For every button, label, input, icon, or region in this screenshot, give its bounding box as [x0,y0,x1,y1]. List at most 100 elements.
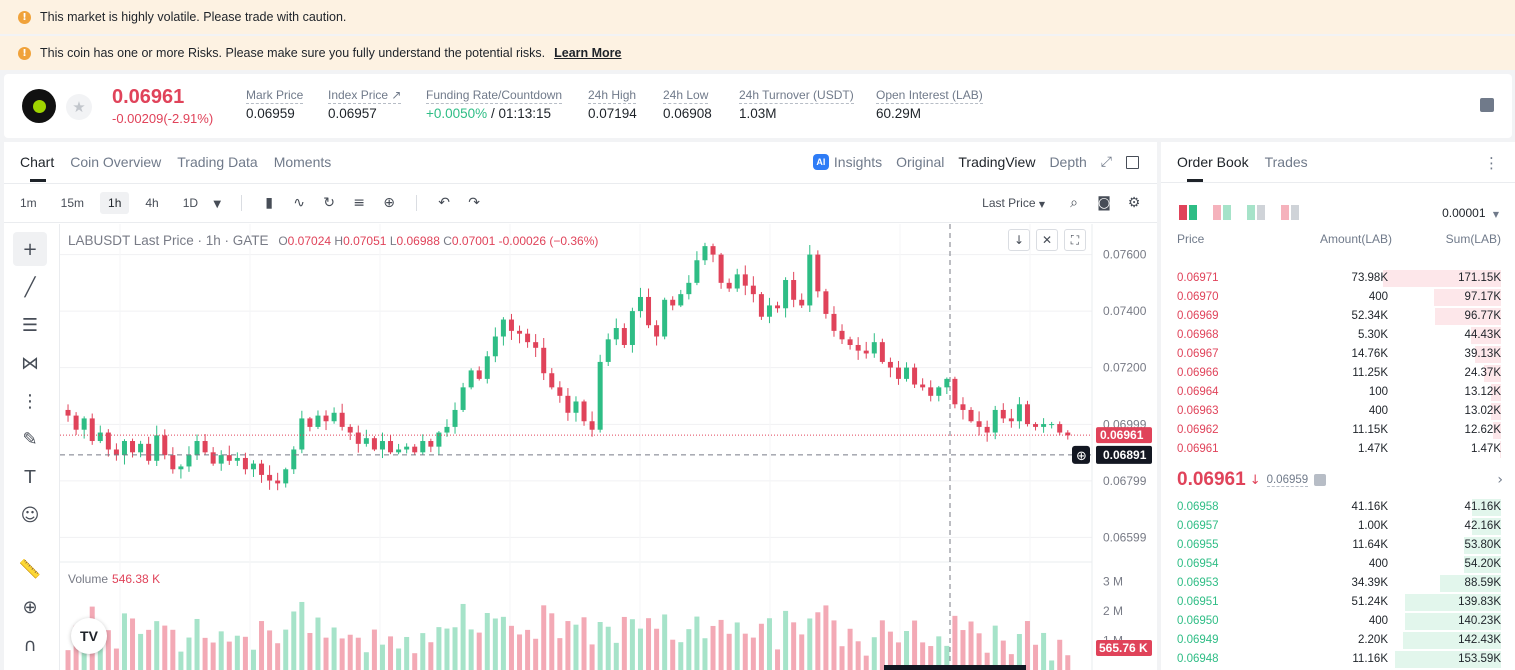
bid-row[interactable]: 0.06958 41.16K 41.16K [1161,498,1515,517]
stat-index-price[interactable]: Index Price ↗ 0.06957 [328,88,402,121]
bids-only-icon[interactable] [1247,205,1265,220]
view-original[interactable]: Original [896,154,945,170]
view-tradingview[interactable]: TradingView [958,154,1036,170]
ask-row[interactable]: 0.06964 100 13.12K [1161,383,1515,402]
channel-icon[interactable]: ⋮ [21,390,39,412]
more-menu-icon[interactable]: ⋮ [1484,154,1499,172]
tab-trading-data[interactable]: Trading Data [177,154,258,170]
header-sum: Sum(LAB) [1445,232,1501,246]
pattern-icon[interactable]: ⋈ [21,352,39,374]
settings-gear-icon[interactable]: ⚙ [1127,195,1141,211]
bid-row[interactable]: 0.06953 34.39K 88.59K [1161,574,1515,593]
candle-body [541,347,547,374]
brush-icon[interactable]: ✎ [22,428,38,450]
view-depth[interactable]: Depth [1049,154,1087,170]
redo-icon[interactable]: ↷ [468,195,480,211]
ask-row[interactable]: 0.06970 400 97.17K [1161,288,1515,307]
templates-icon[interactable]: ≡ [353,195,365,211]
orderbook-view-filters [1179,205,1299,220]
interval-1d[interactable]: 1D ▼ [182,196,222,210]
window-icon[interactable] [1126,155,1139,169]
volume-bar [783,610,789,670]
bid-row[interactable]: 0.06951 51.24K 139.83K [1161,593,1515,612]
tab-moments[interactable]: Moments [273,154,332,170]
asks-only-icon[interactable] [1281,205,1299,220]
both-sides-icon[interactable] [1179,205,1197,220]
tab-chart[interactable]: Chart [20,142,54,182]
bid-row[interactable]: 0.06949 2.20K 142.43K [1161,631,1515,650]
volume-bar [105,630,111,670]
ask-row[interactable]: 0.06968 5.30K 44.43K [1161,326,1515,345]
text-icon[interactable]: T [24,466,36,488]
emoji-icon[interactable]: ☺ [20,504,40,526]
bid-row[interactable]: 0.06957 1.00K 42.16K [1161,517,1515,536]
bid-row[interactable]: 0.06954 400 54.20K [1161,555,1515,574]
replay-icon[interactable]: ↻ [323,195,335,211]
learn-more-link[interactable]: Learn More [554,46,622,60]
trendline-icon[interactable]: ╱ [24,276,36,298]
candles-icon[interactable]: ▮ [265,195,273,211]
indicators-icon[interactable]: ∿ [293,195,305,211]
search-icon[interactable]: ⌕ [1070,195,1078,211]
crosshair-icon[interactable]: + [13,232,47,266]
ask-row[interactable]: 0.06969 52.34K 96.77K [1161,307,1515,326]
tab-order-book[interactable]: Order Book [1177,142,1249,182]
tradingview-logo[interactable]: TV [71,618,107,654]
camera-icon[interactable]: ◙ [1097,195,1111,211]
mid-price: 0.06961 [1177,469,1246,490]
candle-body [315,415,321,427]
stat-24h-low: 24h Low 0.06908 [663,88,712,121]
row-sum: 171.15K [1458,272,1501,284]
ask-row[interactable]: 0.06962 11.15K 12.62K [1161,421,1515,440]
volume-bar [605,626,611,670]
ruler-icon[interactable]: 📏 [18,558,42,580]
bid-row[interactable]: 0.06950 400 140.23K [1161,612,1515,631]
volume-bar [170,629,176,670]
fullscreen-icon[interactable]: ⛶ [1064,229,1086,251]
volume-bar [299,601,305,670]
row-sum: 54.20K [1464,558,1501,570]
ask-row[interactable]: 0.06971 73.98K 171.15K [1161,269,1515,288]
scroll-down-icon[interactable]: ↓ [1008,229,1030,251]
ask-row[interactable]: 0.06961 1.47K 1.47K [1161,440,1515,459]
last-price: 0.06961 [112,86,185,108]
ask-row[interactable]: 0.06967 14.76K 39.13K [1161,345,1515,364]
interval-1h[interactable]: 1h [100,192,130,214]
insights-button[interactable]: AI Insights [812,154,882,170]
magnet-icon[interactable]: ∩ [23,634,37,656]
favorite-star-icon[interactable]: ★ [66,94,92,120]
book-icon[interactable] [1480,98,1494,112]
tab-trades[interactable]: Trades [1264,154,1308,170]
candle-body [670,299,676,306]
collapse-icon[interactable]: ✕ [1036,229,1058,251]
candle-body [113,449,119,456]
sides-stacked-icon[interactable] [1213,205,1231,220]
candle-body [847,339,853,345]
row-price: 0.06967 [1177,348,1219,360]
chevron-right-icon[interactable]: › [1497,472,1503,488]
expand-icon[interactable]: ⤢ [1100,154,1112,170]
bid-row[interactable]: 0.06955 11.64K 53.80K [1161,536,1515,555]
candlestick-chart[interactable]: 0.076000.074000.072000.069990.067990.065… [60,224,1157,670]
depth-bar [1405,594,1501,611]
mark-price: 0.06959 [1266,473,1309,487]
chart-panel: Chart Coin Overview Trading Data Moments… [4,142,1157,670]
interval-15m[interactable]: 15m [60,196,85,210]
precision-select[interactable]: 0.00001 ▼ [1442,206,1499,220]
interval-4h[interactable]: 4h [145,196,159,210]
candle-body [339,412,345,427]
volume-bar [113,648,119,670]
tab-coin-overview[interactable]: Coin Overview [70,154,162,170]
ask-row[interactable]: 0.06966 11.25K 24.37K [1161,364,1515,383]
price-type-select[interactable]: Last Price ▼ [982,196,1045,210]
add-alert-icon[interactable]: ⊕ [383,195,395,211]
zoom-in-icon[interactable]: ⊕ [22,596,38,618]
undo-icon[interactable]: ↶ [438,195,450,211]
candle-body [613,328,619,340]
bid-row[interactable]: 0.06948 11.16K 153.59K [1161,650,1515,669]
row-price: 0.06951 [1177,596,1219,608]
ask-row[interactable]: 0.06963 400 13.02K [1161,402,1515,421]
volume-bar [613,642,619,670]
fib-icon[interactable]: ☰ [21,314,39,336]
interval-1m[interactable]: 1m [20,196,37,210]
